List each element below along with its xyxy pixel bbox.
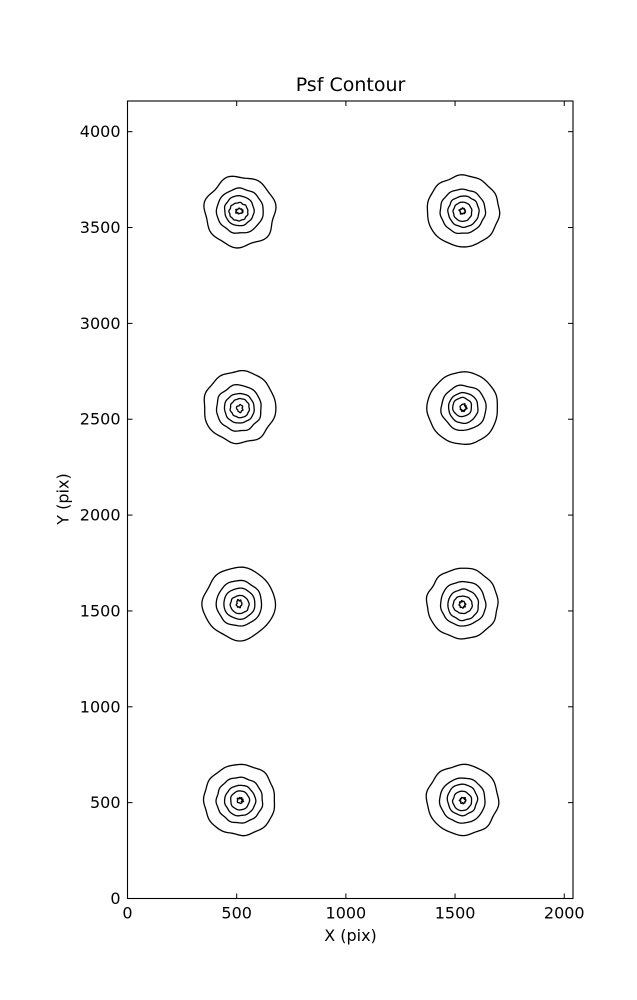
contour-level-4 xyxy=(426,174,501,248)
psf-contour-group xyxy=(201,566,277,642)
tick-labels: 0 500 1000 1500 2000 0 500 1000 1500 2000 2500 3000… xyxy=(80,122,585,922)
y-tick-label: 3500 xyxy=(80,218,121,237)
contour-level-3 xyxy=(215,187,264,234)
y-tick-label: 1000 xyxy=(80,697,121,716)
axes-frame xyxy=(126,100,574,900)
contour-level-4 xyxy=(201,566,277,642)
psf-contour-group xyxy=(203,369,277,445)
psf-contour-group xyxy=(425,567,499,640)
contour-level-0 xyxy=(235,598,243,609)
contour-level-0 xyxy=(458,207,467,215)
axis-ticks xyxy=(127,101,573,899)
contour-level-4 xyxy=(425,763,500,837)
contour-level-1 xyxy=(230,790,251,811)
contour-level-2 xyxy=(223,392,255,424)
contour-level-4 xyxy=(425,567,499,640)
y-tick-label: 0 xyxy=(110,889,120,908)
contour-level-1 xyxy=(229,594,250,615)
contour-level-0 xyxy=(458,796,467,805)
psf-contour-group xyxy=(426,371,498,445)
y-axis-label: Y (pix) xyxy=(53,473,73,525)
contour-level-0 xyxy=(235,207,244,215)
contour-level-4 xyxy=(202,763,276,837)
psf-contour-group xyxy=(426,174,501,248)
y-tick-label: 1500 xyxy=(80,601,121,620)
psf-contour-group xyxy=(203,175,277,249)
contour-level-3 xyxy=(438,777,486,824)
contour-level-2 xyxy=(446,783,479,817)
contour-level-1 xyxy=(228,201,249,222)
y-tick-label: 500 xyxy=(90,793,121,812)
contour-level-2 xyxy=(223,587,256,620)
contour-level-4 xyxy=(203,175,277,249)
contour-level-2 xyxy=(447,588,480,622)
x-tick-label: 1500 xyxy=(435,904,476,923)
contour-level-3 xyxy=(215,579,263,627)
psf-contour-group xyxy=(425,763,500,837)
contour-level-1 xyxy=(229,397,251,419)
contour-level-4 xyxy=(203,369,277,445)
y-tick-label: 2500 xyxy=(80,410,121,429)
x-axis-label: X (pix) xyxy=(324,926,377,945)
y-tick-label: 4000 xyxy=(80,122,121,141)
contour-level-0 xyxy=(236,796,245,805)
x-tick-label: 2000 xyxy=(544,904,585,923)
contour-level-3 xyxy=(439,580,487,627)
contour-level-1 xyxy=(452,595,473,615)
contour-level-2 xyxy=(447,391,479,425)
contour-level-1 xyxy=(451,790,473,812)
contour-level-3 xyxy=(440,384,487,432)
contour-level-3 xyxy=(439,188,487,235)
contour-level-3 xyxy=(215,384,262,432)
contour-level-2 xyxy=(223,784,257,817)
contour-level-2 xyxy=(223,195,255,227)
contour-level-0 xyxy=(458,599,467,609)
x-tick-label: 1000 xyxy=(326,904,367,923)
contour-level-2 xyxy=(447,195,480,229)
contour-level-1 xyxy=(452,396,473,418)
contour-level-1 xyxy=(452,201,473,223)
contour-level-0 xyxy=(459,403,468,413)
y-tick-label: 3000 xyxy=(80,314,121,333)
contour-level-4 xyxy=(426,371,498,445)
contour-level-0 xyxy=(235,403,244,414)
psf-contour-group xyxy=(202,763,276,837)
contour-level-3 xyxy=(215,776,264,824)
chart-title: Psf Contour xyxy=(295,74,406,96)
y-tick-label: 2000 xyxy=(80,506,121,525)
x-tick-label: 0 xyxy=(122,904,132,923)
x-tick-label: 500 xyxy=(221,904,252,923)
